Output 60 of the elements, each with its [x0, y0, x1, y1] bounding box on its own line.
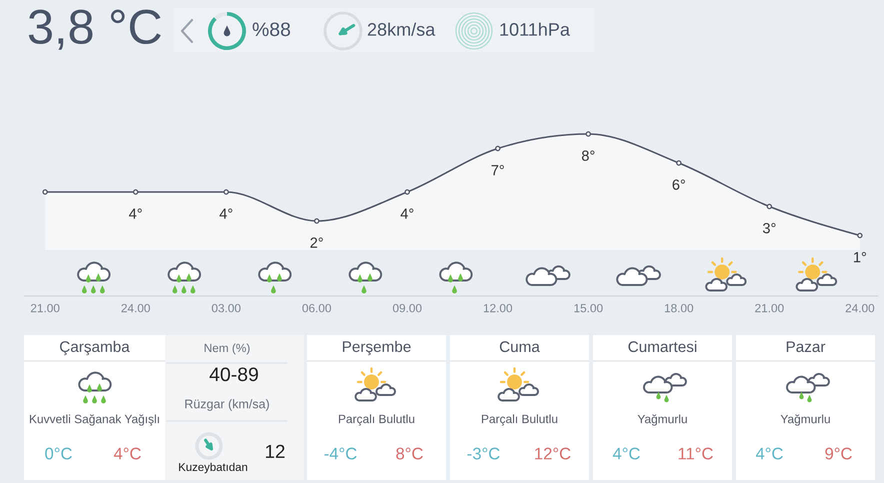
x-tick-label: 21.00 [30, 304, 60, 312]
text: Rüzgar (km/sa) [185, 399, 269, 411]
text: Parçalı Bulutlu [482, 414, 558, 426]
text: -4°C [324, 448, 357, 460]
data-label: 4° [400, 208, 414, 219]
text: 11°C [678, 448, 713, 460]
data-label: 1° [854, 252, 866, 262]
text: 4°C [114, 448, 141, 460]
point [857, 232, 863, 238]
text: Cumartesi [628, 340, 696, 352]
x-tick-label: 03.00 [212, 304, 240, 312]
text: %88 [252, 22, 290, 36]
text: 4°C [612, 448, 640, 460]
data-label: 4° [129, 208, 142, 219]
text: -3°C [467, 448, 500, 460]
point [586, 131, 592, 137]
data-label: 4° [220, 208, 232, 219]
data-label: 7° [492, 165, 504, 176]
point [132, 189, 138, 195]
text: Parçalı Bulutlu [338, 414, 414, 426]
point [404, 189, 410, 195]
point [223, 189, 229, 195]
text: 4°C [756, 448, 783, 460]
text: 12°C [535, 448, 570, 460]
text: 1011hPa [500, 22, 570, 36]
x-tick-label: 15.00 [574, 304, 603, 312]
text: 3,8 °C [28, 10, 161, 50]
text: Cuma [500, 341, 540, 352]
data-label: 8° [582, 150, 594, 161]
text: Nem (%) [204, 343, 250, 354]
point [676, 160, 682, 166]
text: 8°C [396, 448, 423, 460]
x-tick-label: 24.00 [121, 304, 150, 312]
text: 40-89 [210, 367, 258, 382]
donut-slice [208, 12, 246, 50]
text: 9°C [825, 448, 852, 460]
data-label: 2° [310, 238, 323, 248]
text: Yağmurlu [780, 414, 830, 426]
data-label: 6° [672, 180, 685, 190]
text: Çarşamba [60, 340, 130, 356]
x-tick-label: 24.00 [846, 304, 874, 312]
text: Kuzeybatıdan [179, 462, 248, 474]
x-tick-label: 09.00 [392, 304, 422, 312]
x-tick-label: 18.00 [664, 304, 694, 312]
text: 28km/sa [368, 22, 436, 36]
x-tick-label: 21.00 [755, 304, 784, 312]
text: Yağmurlu [638, 414, 687, 426]
x-tick-label: 06.00 [302, 304, 332, 312]
text: 0°C [45, 448, 72, 460]
data-label: 3° [762, 223, 776, 234]
text: Perşembe [342, 340, 411, 356]
point [495, 146, 500, 152]
text: 12 [266, 444, 284, 458]
x-tick-label: 12.00 [484, 304, 512, 312]
donut-slice [214, 12, 227, 20]
point [42, 189, 48, 195]
point [766, 204, 772, 210]
text: Kuvvetli Sağanak Yağışlı [30, 414, 159, 426]
point [314, 218, 320, 224]
text: Pazar [786, 341, 826, 352]
